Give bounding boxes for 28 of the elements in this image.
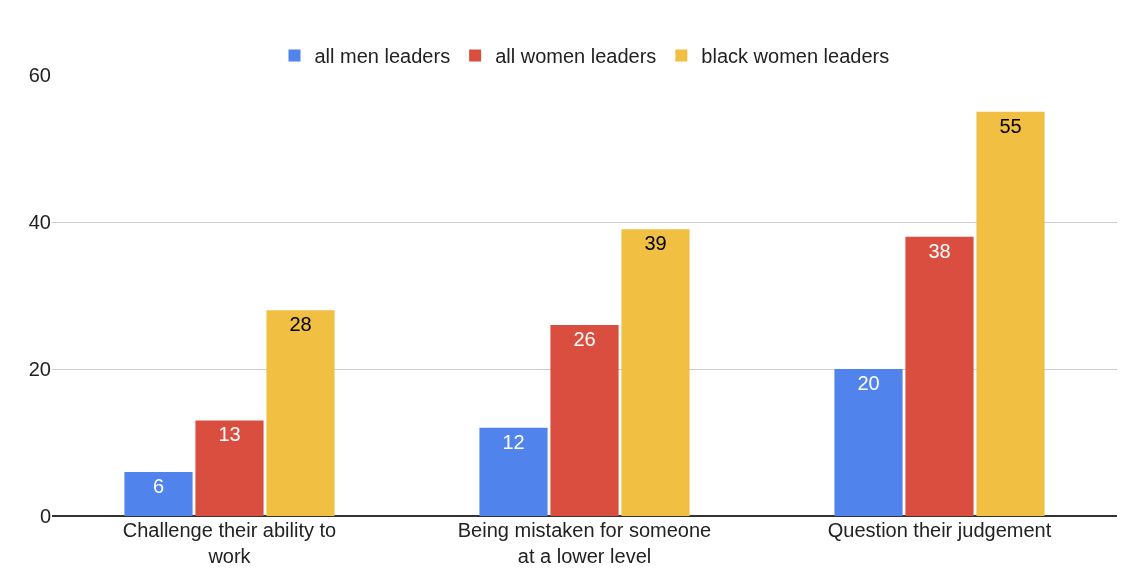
data-label: 28 [289,313,312,336]
bar [550,324,619,516]
data-label: 55 [999,114,1022,137]
data-label: 6 [152,474,165,497]
bar [479,427,548,516]
data-label: 26 [573,327,596,350]
bar [976,111,1045,516]
bar [834,369,903,516]
y-tick-label: 60 [28,64,51,86]
data-label: 39 [644,232,667,255]
data-label: 38 [928,239,951,262]
legend-label: all women leaders [495,45,657,68]
bar [905,236,974,516]
data-label: 13 [218,423,241,446]
bar [195,420,264,516]
y-tick-label: 20 [28,358,51,380]
x-tick-label: Being mistaken for someone at a lower level [457,519,712,567]
y-tick-label: 0 [39,505,51,527]
data-label: 20 [857,372,880,394]
legend-label: black women leaders [701,45,890,68]
legend-label: all men leaders [314,45,451,68]
bar [621,229,690,516]
y-tick-label: 40 [28,211,51,233]
x-tick-label: Question their judgement [827,519,1052,541]
bar [124,471,193,516]
x-tick-label: Challenge their ability to work [122,519,337,567]
data-label: 12 [502,430,525,453]
bar [266,310,335,516]
